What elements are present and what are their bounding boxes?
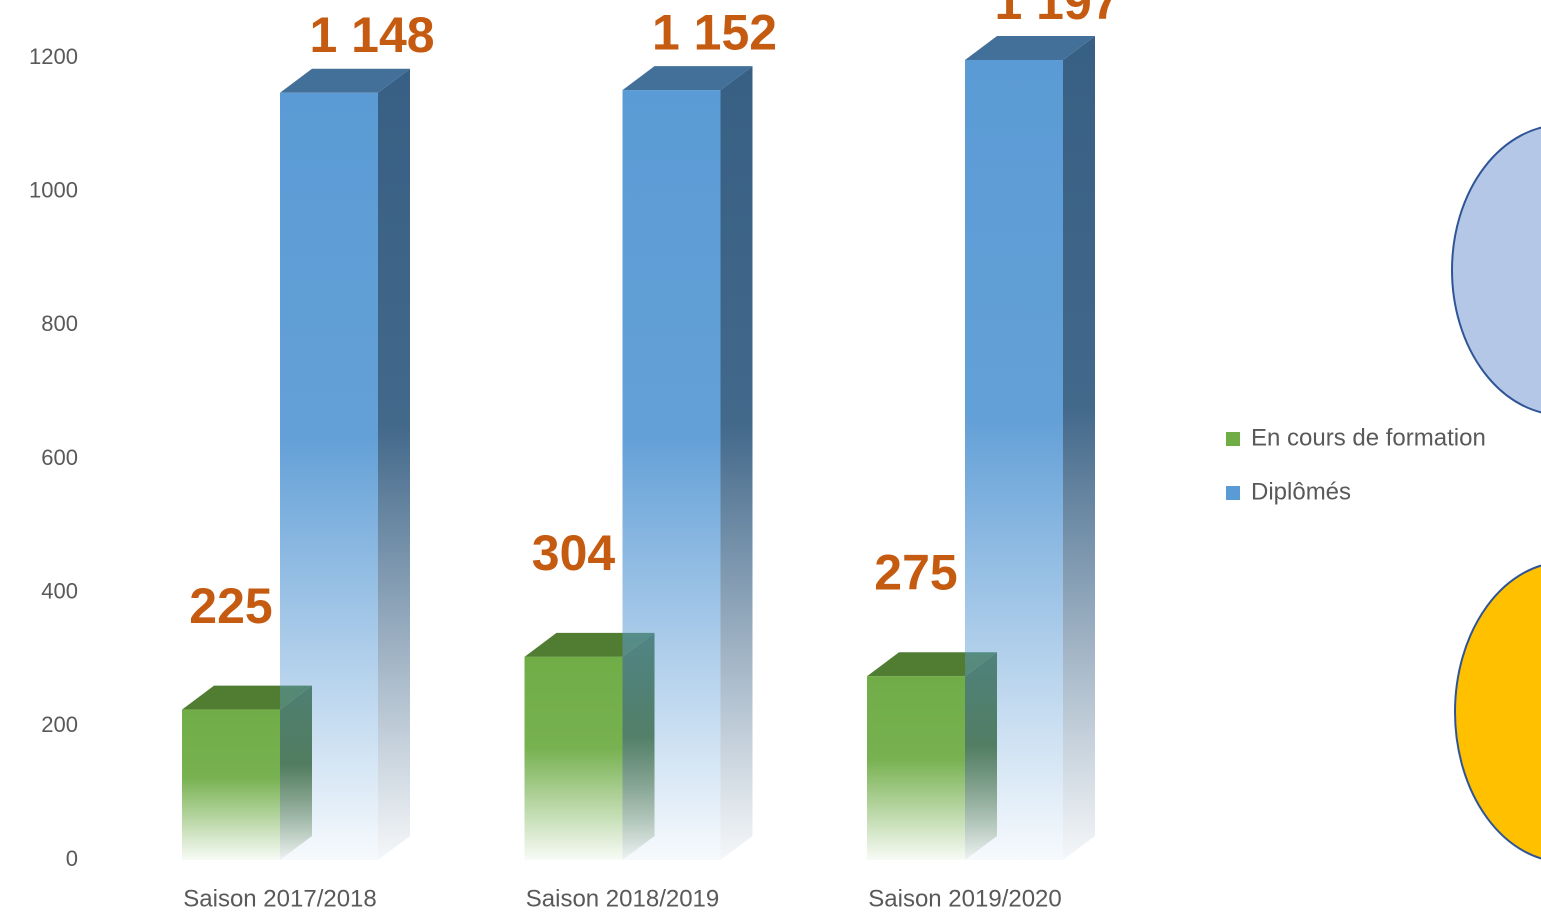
- bar: [867, 676, 965, 860]
- data-label: 1 197: [994, 0, 1119, 30]
- y-tick-label: 400: [41, 578, 78, 603]
- y-tick-label: 800: [41, 311, 78, 336]
- legend-swatch: [1226, 486, 1240, 500]
- bar-top: [524, 632, 655, 657]
- legend-swatch: [1226, 432, 1240, 446]
- y-tick-label: 600: [41, 445, 78, 470]
- bar-top: [867, 652, 997, 677]
- x-tick-label: Saison 2018/2019: [526, 885, 720, 912]
- x-tick-label: Saison 2017/2018: [183, 885, 377, 912]
- bar: [622, 90, 721, 860]
- data-label: 304: [532, 525, 616, 581]
- legend-label: Diplômés: [1251, 478, 1351, 505]
- y-tick-label: 1000: [29, 177, 78, 202]
- decor-ellipse: [1451, 126, 1541, 414]
- x-tick-label: Saison 2019/2020: [868, 885, 1062, 912]
- y-tick-label: 1200: [29, 44, 78, 69]
- data-label: 225: [189, 578, 272, 634]
- bar-top: [622, 66, 753, 91]
- data-label: 275: [874, 544, 957, 600]
- bar: [524, 656, 623, 860]
- bar: [182, 709, 280, 860]
- data-label: 1 152: [652, 4, 777, 60]
- bar-top: [280, 68, 410, 93]
- y-tick-label: 200: [41, 712, 78, 737]
- bar: [965, 60, 1063, 860]
- bar-top: [965, 36, 1095, 61]
- legend-label: En cours de formation: [1251, 424, 1486, 451]
- bar-top: [182, 685, 312, 710]
- data-label: 1 148: [309, 7, 434, 63]
- bar-side: [1063, 36, 1095, 860]
- bar: [280, 92, 378, 860]
- bar-side: [378, 68, 410, 860]
- bar-side: [720, 66, 753, 860]
- y-tick-label: 0: [66, 846, 78, 871]
- decor-ellipse: [1454, 564, 1541, 860]
